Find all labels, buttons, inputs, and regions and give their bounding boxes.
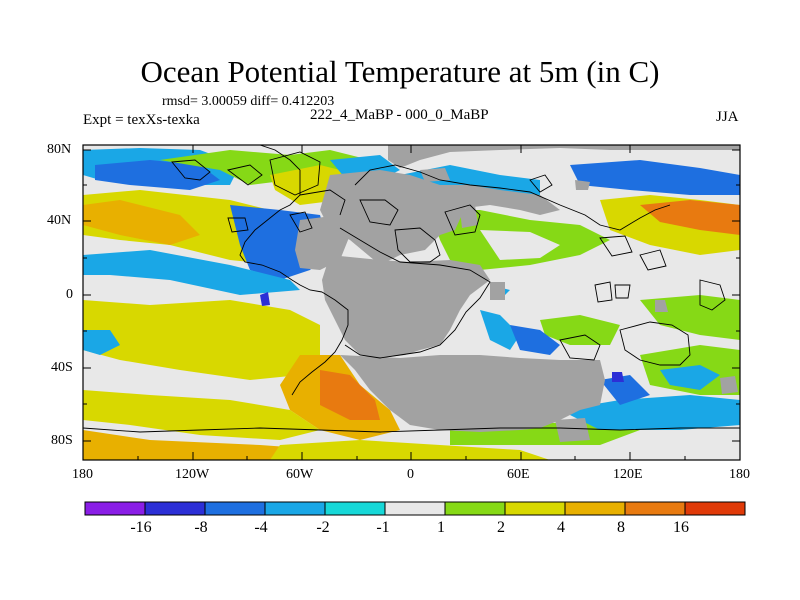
y-tick-label: 40N — [47, 213, 72, 228]
colorbar-swatch — [444, 501, 506, 516]
land-mask — [295, 145, 740, 442]
experiment-label: Expt = texXs-texka — [83, 112, 200, 128]
x-tick-label: 180 — [729, 467, 750, 482]
colorbar — [84, 501, 746, 516]
colorbar-label: -4 — [254, 519, 268, 536]
colorbar-label: 16 — [673, 519, 689, 536]
colorbar-swatch — [204, 501, 266, 516]
colorbar-label: 4 — [557, 519, 565, 536]
difference-label: 222_4_MaBP - 000_0_MaBP — [310, 107, 489, 123]
colorbar-swatch — [144, 501, 206, 516]
colorbar-swatch — [264, 501, 326, 516]
colorbar-label: -16 — [130, 519, 152, 536]
x-tick-label: 0 — [407, 467, 414, 482]
colorbar-swatch — [684, 501, 746, 516]
coastlines — [83, 145, 740, 433]
x-tick-label: 60E — [507, 467, 530, 482]
y-tick-label: 0 — [66, 287, 73, 302]
x-tick-label: 180 — [72, 467, 93, 482]
colorbar-label: -1 — [376, 519, 390, 536]
x-tick-label: 60W — [286, 467, 314, 482]
colorbar-label: -8 — [194, 519, 208, 536]
map-title: Ocean Potential Temperature at 5m (in C) — [140, 54, 660, 89]
y-tick-label: 80N — [47, 142, 72, 157]
x-tick-label: 120E — [613, 467, 643, 482]
y-tick-label: 80S — [51, 433, 73, 448]
colorbar-label: 2 — [497, 519, 505, 536]
colorbar-swatch — [384, 501, 446, 516]
colorbar-swatch — [324, 501, 386, 516]
colorbar-swatch — [564, 501, 626, 516]
stats-text: rmsd= 3.00059 diff= 0.412203 — [162, 94, 335, 109]
tick-marks — [83, 145, 740, 460]
x-tick-label: 120W — [175, 467, 210, 482]
colorbar-swatch — [624, 501, 686, 516]
y-tick-label: 40S — [51, 360, 73, 375]
colorbar-label: 1 — [437, 519, 445, 536]
season-label: JJA — [716, 109, 739, 125]
colorbar-swatch — [504, 501, 566, 516]
colorbar-label: 8 — [617, 519, 625, 536]
colorbar-label: -2 — [316, 519, 330, 536]
colorbar-swatch — [84, 501, 146, 516]
